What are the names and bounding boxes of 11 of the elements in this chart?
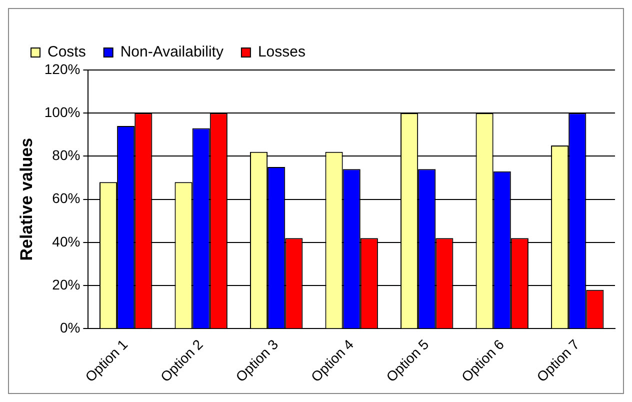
y-tick-label: 80% [52, 147, 80, 164]
y-tick-label: 0% [60, 320, 80, 336]
y-axis-title: Relative values [16, 138, 36, 261]
y-tick-label: 40% [52, 233, 80, 250]
legend-label: Costs [48, 44, 86, 61]
y-tick-label: 100% [44, 104, 80, 120]
y-tick-label: 60% [52, 190, 80, 206]
y-tick-label: 20% [52, 276, 80, 292]
legend-label: Non-Availability [120, 44, 224, 61]
legend-label: Losses [258, 44, 306, 61]
y-tick-label: 120% [44, 60, 80, 77]
